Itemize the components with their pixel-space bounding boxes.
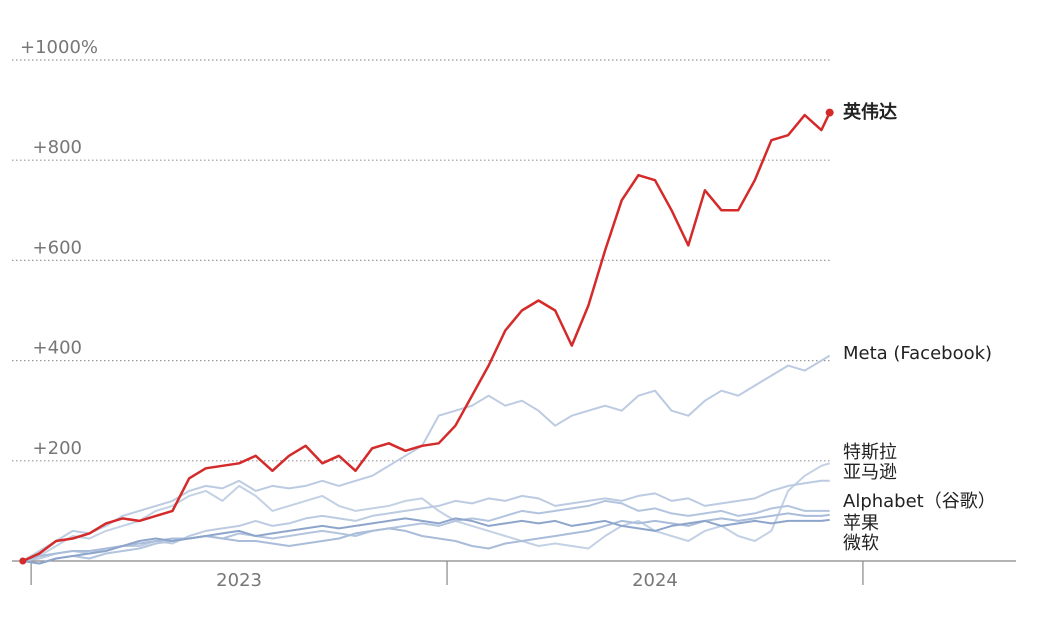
- series-line: [22, 354, 831, 562]
- series-line: [22, 462, 830, 562]
- series-label: 特斯拉: [843, 442, 897, 463]
- y-tick-label: +1000%: [20, 37, 98, 58]
- series-label: Alphabet（谷歌）: [843, 491, 996, 512]
- series-label: 英伟达: [842, 101, 897, 123]
- series-line: [22, 517, 830, 565]
- series-label: Meta (Facebook): [843, 343, 992, 364]
- start-dot: [19, 557, 27, 565]
- series-label: 亚马逊: [843, 462, 897, 483]
- series-line: [22, 112, 831, 563]
- series-label: 微软: [843, 533, 879, 554]
- x-tick-label: 2023: [216, 570, 262, 591]
- series-line: [22, 499, 830, 565]
- y-tick-label: +600: [33, 237, 82, 258]
- end-dot: [825, 108, 834, 117]
- y-tick-label: +200: [33, 438, 82, 459]
- x-tick-label: 2024: [632, 570, 678, 591]
- y-tick-label: +800: [33, 137, 82, 158]
- y-tick-label: +400: [33, 338, 82, 359]
- series-label: 苹果: [843, 513, 879, 534]
